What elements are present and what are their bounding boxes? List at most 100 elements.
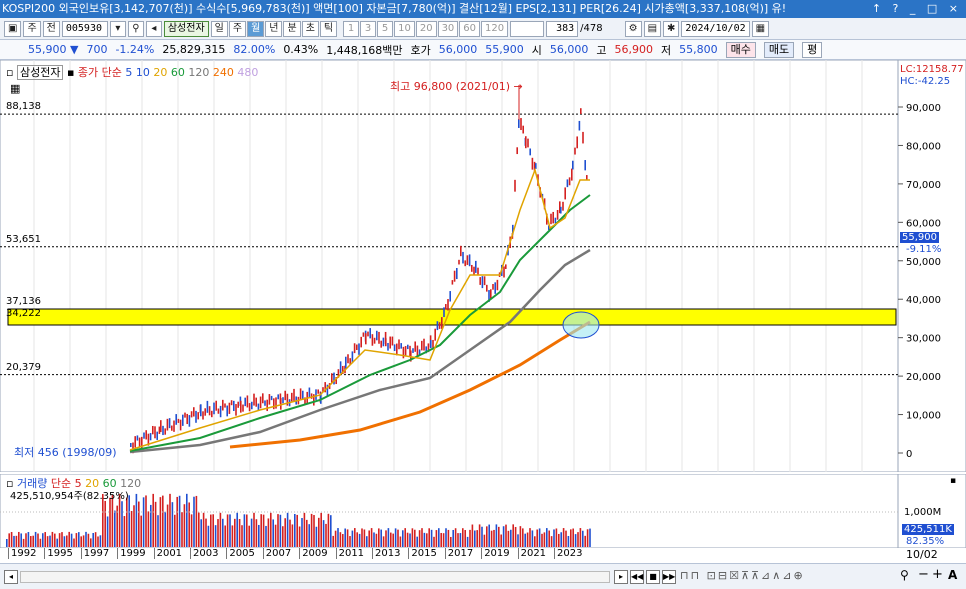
volume-legend: ▫ 거래량 단순 5 20 60 120: [6, 475, 141, 491]
scrollbar-track[interactable]: [20, 571, 610, 583]
layout-icon[interactable]: ▣: [4, 20, 22, 37]
candle: [373, 337, 376, 344]
volume-chart-svg[interactable]: [0, 473, 966, 549]
toolbar-icons[interactable]: ⊓⊓ ⊡⊟☒⊼⊼⊿∧⊿⊕: [680, 569, 805, 582]
candle: [492, 284, 494, 290]
font-size-icon[interactable]: A: [948, 568, 958, 582]
scroll-left-icon[interactable]: ◂: [4, 570, 18, 584]
volume-legend-name: 거래량: [16, 477, 48, 490]
volume-bar: [440, 532, 442, 547]
search-icon[interactable]: ⚲: [127, 20, 144, 37]
candle: [264, 400, 266, 406]
all-button[interactable]: 전: [42, 20, 60, 37]
candle: [149, 433, 152, 441]
gear-icon[interactable]: ✱: [663, 20, 680, 37]
candle: [514, 179, 516, 192]
volume-bar: [39, 538, 42, 547]
change-value: 700: [86, 43, 108, 56]
settings-icon[interactable]: ⚙: [624, 20, 642, 37]
period-1[interactable]: 주: [228, 20, 247, 37]
volume-bar: [354, 528, 356, 547]
count-input[interactable]: 383: [546, 20, 579, 37]
expand-icon[interactable]: ▪: [950, 476, 957, 486]
zoom-search-icon[interactable]: ⚲: [900, 568, 909, 582]
period-6[interactable]: 틱: [319, 20, 338, 37]
scroll-right-icon[interactable]: ▸: [614, 570, 628, 584]
price-chart-svg[interactable]: 90,000 80,000 70,000 60,000 50,000 40,000 30,0…: [0, 59, 966, 473]
window-controls[interactable]: ↑ ? _ □ ×: [871, 2, 962, 15]
candle: [240, 400, 242, 413]
candle: [393, 344, 396, 352]
candle: [259, 396, 262, 409]
candle: [496, 279, 499, 291]
interval-10[interactable]: 10: [394, 20, 415, 37]
volume-bar: [428, 528, 430, 547]
save-icon[interactable]: ▤: [643, 20, 662, 37]
volume-bar: [34, 531, 37, 547]
volume-bar: [387, 528, 390, 547]
chevron-down-icon[interactable]: ▾: [109, 20, 126, 37]
first-icon[interactable]: ◀◀: [630, 570, 644, 584]
date-input[interactable]: 2024/10/02: [681, 20, 750, 37]
period-0[interactable]: 일: [210, 20, 228, 37]
period-2[interactable]: 월: [247, 20, 265, 37]
interval-3[interactable]: 3: [360, 20, 377, 37]
last-price-tag: 55,900: [900, 232, 939, 243]
volume-bar: [313, 515, 315, 547]
interval-1[interactable]: 1: [343, 20, 360, 37]
table-icon[interactable]: ▦: [10, 82, 21, 95]
candle: [179, 419, 182, 431]
period-5[interactable]: 초: [301, 20, 319, 37]
volume-bar: [310, 513, 313, 547]
stock-name[interactable]: 삼성전자: [163, 20, 209, 37]
volume-bar: [6, 539, 8, 547]
candle: [262, 393, 264, 404]
candle: [215, 400, 217, 411]
volume-axis-label: 1,000M: [904, 507, 942, 518]
candle: [427, 343, 430, 353]
volume-bar: [447, 529, 450, 547]
ma-legend-5: 5: [125, 66, 133, 79]
buy-button[interactable]: 매수: [725, 41, 756, 58]
high-value: 56,900: [614, 43, 654, 56]
calendar-icon[interactable]: ▦: [751, 20, 770, 37]
interval-5[interactable]: 5: [377, 20, 394, 37]
code-input[interactable]: 005930: [61, 20, 108, 37]
low-label: 저: [661, 43, 672, 57]
zoom-out-icon[interactable]: −: [918, 567, 929, 582]
candle: [518, 119, 520, 128]
volume-bar: [63, 536, 66, 547]
title-bar: KOSPI200 외국인보유[3,142,707(천)] 수식수[5,969,7…: [0, 0, 966, 18]
interval-30[interactable]: 30: [437, 20, 459, 37]
prev-icon[interactable]: ◂: [145, 20, 162, 37]
volume-bar: [493, 529, 495, 547]
candle: [154, 426, 156, 439]
volume-bar: [147, 511, 150, 547]
candle: [418, 349, 421, 356]
interval-20[interactable]: 20: [415, 20, 437, 37]
volume-bar: [337, 528, 339, 547]
avg-button[interactable]: 평: [802, 41, 823, 58]
interval-input[interactable]: [510, 20, 545, 37]
interval-120[interactable]: 120: [481, 20, 509, 37]
legend-name[interactable]: 삼성전자: [16, 65, 64, 80]
low-value: 55,800: [679, 43, 718, 56]
candle: [266, 399, 268, 412]
period-3[interactable]: 년: [265, 20, 283, 37]
price-chart[interactable]: 90,000 80,000 70,000 60,000 50,000 40,000 30,0…: [0, 59, 966, 473]
volume-bar: [368, 530, 370, 547]
interval-60[interactable]: 60: [459, 20, 481, 37]
candle: [410, 350, 412, 362]
last-icon[interactable]: ▶▶: [662, 570, 676, 584]
zoom-in-icon[interactable]: +: [932, 567, 943, 582]
volume-chart[interactable]: ▫ 거래량 단순 5 20 60 120 425,510,954주(82.35%…: [0, 473, 966, 549]
volume-bar: [558, 533, 560, 547]
volume-bar: [200, 519, 202, 547]
sell-button[interactable]: 매도: [763, 41, 795, 58]
x-tick-label: 2021: [517, 548, 546, 559]
stop-icon[interactable]: ■: [646, 570, 660, 584]
mode-select[interactable]: 주: [23, 20, 41, 37]
period-4[interactable]: 분: [283, 20, 301, 37]
volume-bar: [286, 512, 289, 547]
volume-bar: [15, 535, 18, 547]
